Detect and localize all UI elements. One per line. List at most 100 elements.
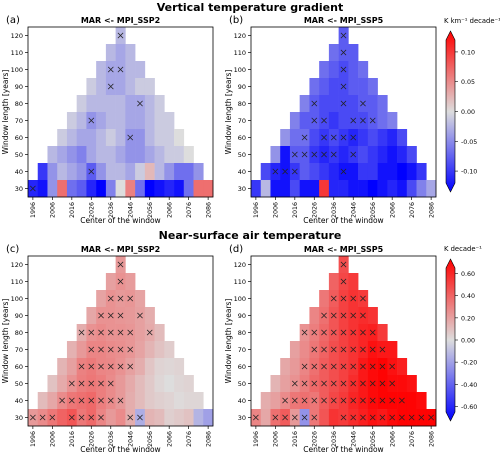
significance-marker bbox=[350, 414, 357, 421]
heatmap-cell bbox=[367, 180, 378, 198]
heatmap-cell bbox=[377, 146, 388, 164]
significance-marker bbox=[369, 414, 376, 421]
heatmap-cell bbox=[348, 180, 359, 198]
colorbar-tick-label: 0.40 bbox=[461, 293, 475, 300]
significance-marker bbox=[98, 397, 104, 404]
significance-marker bbox=[321, 380, 327, 387]
significance-marker bbox=[311, 329, 318, 336]
heatmap-cell bbox=[154, 341, 165, 359]
heatmap-cell bbox=[47, 180, 58, 198]
significance-marker bbox=[360, 380, 366, 387]
heatmap-cell bbox=[183, 180, 194, 198]
heatmap-cell bbox=[387, 341, 398, 359]
significance-marker bbox=[301, 329, 308, 336]
significance-marker bbox=[117, 261, 124, 268]
heatmap-cell bbox=[144, 129, 155, 147]
heatmap-cell bbox=[289, 112, 300, 130]
significance-marker bbox=[88, 414, 95, 421]
heatmap-cell bbox=[406, 180, 417, 198]
significance-marker bbox=[321, 151, 327, 158]
heatmap-cell bbox=[135, 129, 146, 147]
heatmap-cell bbox=[280, 146, 291, 164]
significance-marker bbox=[350, 329, 357, 336]
heatmap-cell bbox=[387, 112, 398, 130]
heatmap-cell bbox=[319, 95, 330, 113]
heatmap-cell bbox=[193, 392, 204, 410]
significance-marker bbox=[340, 66, 347, 73]
y-tick-label: 70 bbox=[238, 117, 246, 125]
heatmap-cell bbox=[358, 78, 369, 96]
significance-marker bbox=[340, 363, 347, 370]
significance-marker bbox=[389, 414, 396, 421]
y-tick-label: 110 bbox=[11, 278, 23, 286]
heatmap-cell bbox=[164, 392, 175, 410]
significance-marker bbox=[98, 346, 104, 353]
y-tick-label: 100 bbox=[11, 295, 23, 303]
heatmap-cell bbox=[125, 163, 136, 181]
x-tick-label: 1996 bbox=[30, 202, 37, 218]
significance-marker bbox=[127, 363, 134, 370]
significance-marker bbox=[369, 363, 376, 370]
y-tick-label: 50 bbox=[238, 380, 246, 388]
significance-marker bbox=[330, 295, 337, 302]
heatmap-cell bbox=[57, 146, 68, 164]
x-axis-label: Center of the window bbox=[303, 445, 383, 454]
section-title-vertical-gradient: Vertical temperature gradient bbox=[156, 1, 344, 14]
heatmap-cell bbox=[154, 95, 165, 113]
heatmap-cell bbox=[251, 180, 262, 198]
heatmap-cell bbox=[96, 180, 107, 198]
significance-marker bbox=[107, 346, 114, 353]
heatmap-cell bbox=[144, 163, 155, 181]
heatmap-cell bbox=[358, 146, 369, 164]
x-tick-label: 2016 bbox=[292, 202, 299, 218]
significance-marker bbox=[350, 151, 357, 158]
significance-marker bbox=[360, 117, 366, 124]
significance-marker bbox=[340, 329, 347, 336]
heatmap-cell bbox=[406, 375, 417, 393]
x-tick-label: 2026 bbox=[88, 431, 95, 447]
significance-marker bbox=[311, 414, 318, 421]
heatmap-cell bbox=[154, 409, 165, 427]
significance-marker bbox=[360, 100, 366, 107]
heatmap-cell bbox=[348, 61, 359, 79]
significance-marker bbox=[117, 32, 124, 39]
heatmap-cell bbox=[193, 163, 204, 181]
heatmap-cell bbox=[125, 273, 136, 291]
heatmap-cell bbox=[280, 129, 291, 147]
significance-marker bbox=[272, 168, 279, 175]
heatmap-cell bbox=[135, 358, 146, 376]
significance-marker bbox=[350, 117, 357, 124]
y-tick-label: 50 bbox=[15, 380, 23, 388]
y-tick-label: 30 bbox=[15, 414, 23, 422]
significance-marker bbox=[29, 185, 36, 192]
heatmap-cell bbox=[377, 129, 388, 147]
heatmap-cell bbox=[328, 78, 339, 96]
x-tick-label: 2036 bbox=[331, 202, 338, 218]
heatmap-cell bbox=[96, 61, 107, 79]
y-tick-label: 30 bbox=[238, 414, 246, 422]
significance-marker bbox=[127, 414, 134, 421]
heatmap-cell bbox=[66, 112, 77, 130]
significance-marker bbox=[107, 380, 114, 387]
heatmap-cell bbox=[125, 78, 136, 96]
heatmap-cell bbox=[270, 146, 281, 164]
heatmap-cell bbox=[164, 112, 175, 130]
significance-marker bbox=[39, 414, 46, 421]
significance-marker bbox=[350, 397, 357, 404]
heatmap-cell bbox=[174, 180, 185, 198]
heatmap-cell bbox=[203, 180, 214, 198]
significance-marker bbox=[360, 414, 366, 421]
significance-marker bbox=[68, 414, 75, 421]
heatmap-cell bbox=[164, 341, 175, 359]
significance-marker bbox=[311, 397, 318, 404]
x-tick-label: 2036 bbox=[108, 202, 115, 218]
heatmap-cell bbox=[309, 78, 320, 96]
heatmap-cell bbox=[37, 180, 48, 198]
x-tick-label: 2026 bbox=[88, 202, 95, 218]
heatmap-cell bbox=[338, 112, 349, 130]
significance-marker bbox=[88, 168, 95, 175]
heatmap-cell bbox=[135, 290, 146, 308]
heatmap-cell bbox=[76, 146, 87, 164]
x-tick-label: 1996 bbox=[253, 431, 260, 447]
heatmap-cell bbox=[367, 78, 378, 96]
